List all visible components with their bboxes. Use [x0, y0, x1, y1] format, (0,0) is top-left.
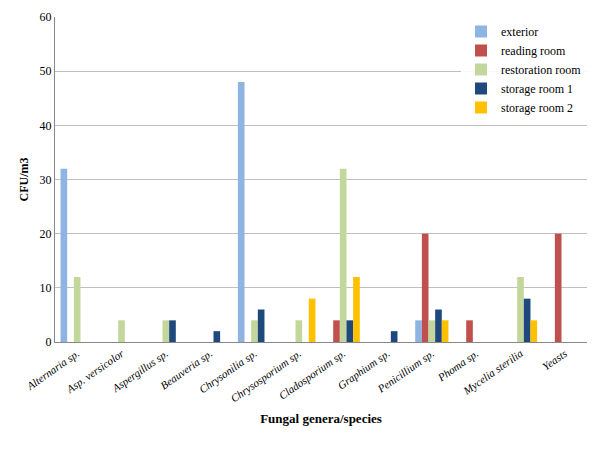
svg-text:Yeasts: Yeasts: [540, 347, 569, 372]
svg-text:Phoma sp.: Phoma sp.: [435, 347, 481, 384]
svg-text:Fungal genera/species: Fungal genera/species: [260, 411, 382, 426]
svg-text:restoration room: restoration room: [501, 63, 581, 77]
svg-text:10: 10: [40, 281, 52, 295]
svg-text:reading room: reading room: [501, 44, 566, 58]
svg-text:Chrysosporium sp.: Chrysosporium sp.: [228, 347, 303, 405]
svg-text:Mycelia sterilia: Mycelia sterilia: [460, 347, 525, 397]
svg-text:40: 40: [40, 119, 52, 133]
svg-text:60: 60: [40, 10, 52, 24]
svg-text:exterior: exterior: [501, 25, 538, 39]
svg-text:storage room 2: storage room 2: [501, 101, 573, 115]
svg-text:Cladosporium sp.: Cladosporium sp.: [276, 347, 347, 402]
svg-text:Asp. versicolor: Asp. versicolor: [64, 347, 127, 396]
svg-text:Chrysonilia sp.: Chrysonilia sp.: [197, 347, 259, 395]
svg-text:Alternaria sp.: Alternaria sp.: [24, 347, 82, 392]
svg-text:30: 30: [40, 173, 52, 187]
svg-text:0: 0: [46, 335, 52, 349]
svg-text:CFU/m3: CFU/m3: [17, 158, 31, 202]
svg-text:Beauveria sp.: Beauveria sp.: [158, 347, 214, 392]
svg-text:20: 20: [40, 227, 52, 241]
svg-text:Penicillium sp.: Penicillium sp.: [374, 347, 436, 395]
svg-text:Aspergillus sp.: Aspergillus sp.: [109, 347, 170, 395]
svg-text:Graphium sp.: Graphium sp.: [335, 347, 391, 392]
svg-text:50: 50: [40, 64, 52, 78]
svg-text:storage room 1: storage room 1: [501, 82, 573, 96]
